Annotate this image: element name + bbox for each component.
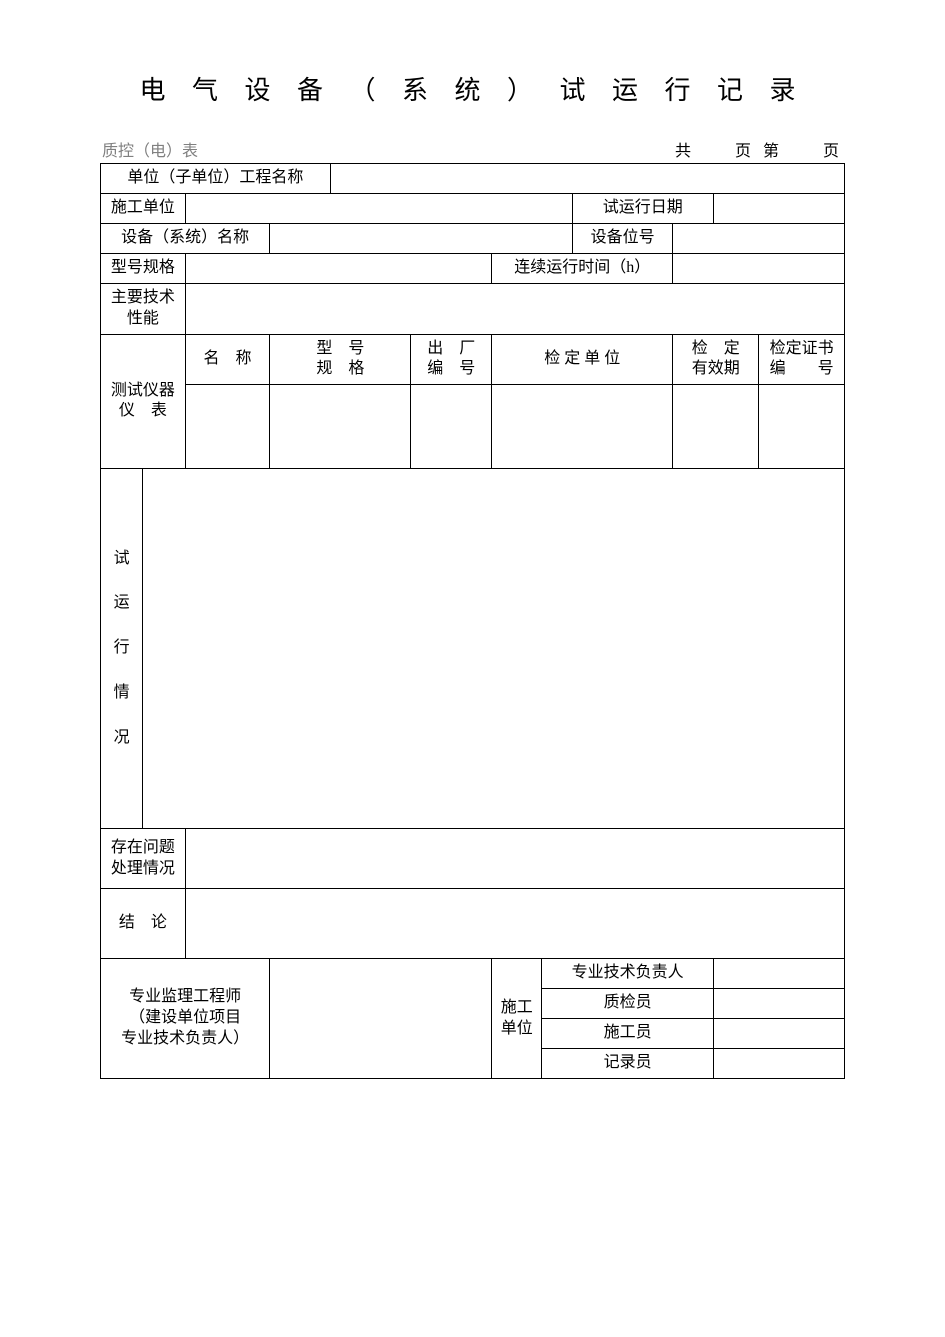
value-device-name (270, 224, 572, 254)
header-row: 质控（电）表 共 页 第 页 (100, 137, 845, 161)
header-right-label: 共 页 第 页 (675, 137, 843, 161)
value-model-spec (185, 254, 491, 284)
value-builder (713, 1019, 844, 1049)
label-tech-lead: 专业技术负责人 (542, 959, 713, 989)
col-calib-valid: 检 定有效期 (673, 334, 759, 385)
col-calib-unit: 检 定 单 位 (492, 334, 673, 385)
row-trial-status: 试运行情况 (101, 469, 845, 829)
label-tech-performance: 主要技术性能 (101, 284, 186, 335)
row-project-name: 单位（子单位）工程名称 (101, 164, 845, 194)
val-factory-no (411, 385, 492, 469)
value-project-name (330, 164, 844, 194)
label-device-position: 设备位号 (572, 224, 673, 254)
value-tech-performance (185, 284, 844, 335)
row-device-name: 设备（系统）名称 设备位号 (101, 224, 845, 254)
header-left-label: 质控（电）表 (102, 137, 198, 161)
label-recorder: 记录员 (542, 1049, 713, 1079)
label-trial-date: 试运行日期 (572, 194, 713, 224)
label-project-name: 单位（子单位）工程名称 (101, 164, 331, 194)
page-title: 电 气 设 备 （ 系 统 ） 试 运 行 记 录 (100, 70, 845, 107)
val-calib-valid (673, 385, 759, 469)
label-construction-side: 施工单位 (492, 959, 542, 1079)
val-calib-cert (759, 385, 845, 469)
row-conclusion: 结 论 (101, 889, 845, 959)
row-issues: 存在问题处理情况 (101, 829, 845, 889)
row-model-spec: 型号规格 连续运行时间（h） (101, 254, 845, 284)
label-conclusion: 结 论 (101, 889, 186, 959)
value-device-position (673, 224, 845, 254)
label-builder: 施工员 (542, 1019, 713, 1049)
val-name (185, 385, 270, 469)
label-supervisor: 专业监理工程师（建设单位项目专业技术负责人） (101, 959, 270, 1079)
row-tech-performance: 主要技术性能 (101, 284, 845, 335)
val-calib-unit (492, 385, 673, 469)
value-trial-date (713, 194, 844, 224)
row-sign-1: 专业监理工程师（建设单位项目专业技术负责人） 施工单位 专业技术负责人 (101, 959, 845, 989)
value-conclusion (185, 889, 844, 959)
col-name: 名 称 (185, 334, 270, 385)
value-issues (185, 829, 844, 889)
label-construction-unit: 施工单位 (101, 194, 186, 224)
label-qc: 质检员 (542, 989, 713, 1019)
label-model-spec: 型号规格 (101, 254, 186, 284)
row-construction-unit: 施工单位 试运行日期 (101, 194, 845, 224)
value-runtime (673, 254, 845, 284)
value-construction-unit (185, 194, 572, 224)
form-table: 单位（子单位）工程名称 施工单位 试运行日期 设备（系统）名称 设备位号 型号规… (100, 163, 845, 1079)
val-model (270, 385, 411, 469)
col-calib-cert: 检定证书编 号 (759, 334, 845, 385)
row-instrument-header: 测试仪器仪 表 名 称 型 号规 格 出 厂编 号 检 定 单 位 检 定有效期… (101, 334, 845, 385)
row-instrument-data (101, 385, 845, 469)
value-recorder (713, 1049, 844, 1079)
label-runtime: 连续运行时间（h） (492, 254, 673, 284)
value-trial-status (143, 469, 845, 829)
label-trial-status: 试运行情况 (101, 469, 143, 829)
label-instrument: 测试仪器仪 表 (101, 334, 186, 469)
value-tech-lead (713, 959, 844, 989)
col-factory-no: 出 厂编 号 (411, 334, 492, 385)
value-qc (713, 989, 844, 1019)
col-model: 型 号规 格 (270, 334, 411, 385)
value-supervisor (270, 959, 492, 1079)
label-issues: 存在问题处理情况 (101, 829, 186, 889)
label-device-name: 设备（系统）名称 (101, 224, 270, 254)
